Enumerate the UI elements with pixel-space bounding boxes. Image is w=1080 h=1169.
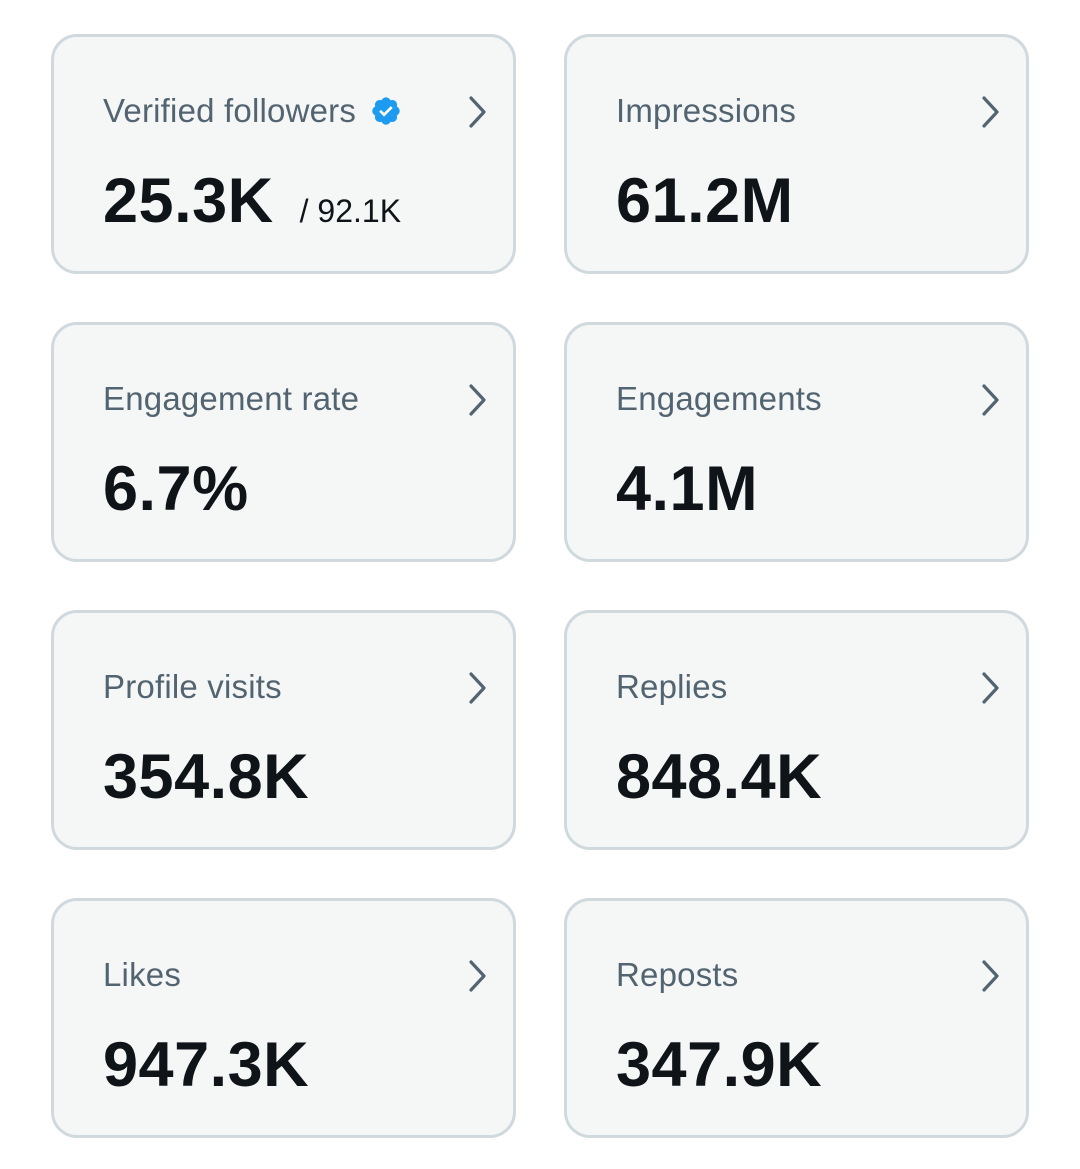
metric-value-row: 61.2M	[616, 165, 794, 237]
metric-value-row: 6.7%	[103, 453, 249, 525]
metric-label: Impressions	[616, 92, 797, 129]
metric-value-row: 947.3K	[103, 1029, 309, 1101]
chevron-right-icon	[463, 670, 491, 706]
metric-value-row: 4.1M	[616, 453, 758, 525]
metric-label: Profile visits	[103, 668, 282, 705]
metric-label-row: Reposts	[616, 953, 738, 997]
metric-card-likes[interactable]: Likes 947.3K	[51, 898, 516, 1138]
metric-value: 347.9K	[616, 1030, 823, 1100]
chevron-right-icon	[976, 94, 1004, 130]
metric-label: Replies	[616, 668, 728, 705]
metric-label: Verified followers	[103, 92, 357, 129]
metric-label: Engagement rate	[103, 380, 360, 417]
metric-value: 848.4K	[616, 742, 823, 812]
metric-label: Engagements	[616, 380, 822, 417]
metric-card-impressions[interactable]: Impressions 61.2M	[564, 34, 1029, 274]
metric-label-row: Likes	[103, 953, 181, 997]
metric-card-verified-followers[interactable]: Verified followers 25.3K / 92.1K	[51, 34, 516, 274]
metric-label-row: Replies	[616, 665, 727, 709]
metric-card-replies[interactable]: Replies 848.4K	[564, 610, 1029, 850]
metric-total-value: / 92.1K	[299, 193, 402, 229]
chevron-right-icon	[463, 382, 491, 418]
verified-badge-icon	[370, 95, 402, 127]
metric-label-row: Impressions	[616, 89, 796, 133]
metric-label-row: Engagements	[616, 377, 822, 421]
chevron-right-icon	[976, 382, 1004, 418]
chevron-right-icon	[976, 670, 1004, 706]
metric-label-row: Engagement rate	[103, 377, 359, 421]
metric-value: 354.8K	[103, 742, 310, 812]
chevron-right-icon	[976, 958, 1004, 994]
metric-label-row: Profile visits	[103, 665, 282, 709]
metric-label: Likes	[103, 956, 182, 993]
chevron-right-icon	[463, 94, 491, 130]
metric-value-row: 347.9K	[616, 1029, 822, 1101]
metric-card-engagements[interactable]: Engagements 4.1M	[564, 322, 1029, 562]
metric-card-profile-visits[interactable]: Profile visits 354.8K	[51, 610, 516, 850]
metrics-grid: Verified followers 25.3K / 92.1K Impress…	[51, 34, 1029, 1138]
metric-label-row: Verified followers	[103, 89, 402, 133]
metric-value-row: 25.3K / 92.1K	[103, 165, 401, 237]
metric-card-reposts[interactable]: Reposts 347.9K	[564, 898, 1029, 1138]
metric-value: 25.3K	[103, 166, 274, 236]
metric-value: 947.3K	[103, 1030, 310, 1100]
metric-label: Reposts	[616, 956, 739, 993]
metric-value-row: 354.8K	[103, 741, 309, 813]
metric-value-row: 848.4K	[616, 741, 822, 813]
metric-value: 4.1M	[616, 454, 759, 524]
chevron-right-icon	[463, 958, 491, 994]
metric-value: 6.7%	[103, 454, 249, 524]
metric-value: 61.2M	[616, 166, 794, 236]
metric-card-engagement-rate[interactable]: Engagement rate 6.7%	[51, 322, 516, 562]
